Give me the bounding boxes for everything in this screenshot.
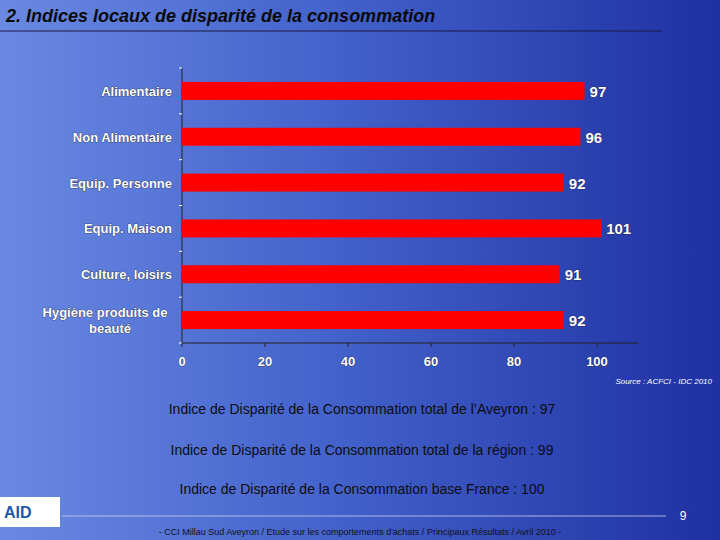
x-tick — [431, 343, 432, 347]
footer-rule — [62, 516, 666, 517]
footer: - CCI Millau Sud Aveyron / Etude sur les… — [159, 527, 562, 537]
category-tick — [179, 113, 182, 114]
title: 2. Indices locaux de disparité de la con… — [5, 6, 435, 26]
page-number: 9 — [680, 509, 687, 523]
slide: {"chart_data": {"type": "bar", "orientat… — [0, 0, 720, 540]
bar — [182, 311, 564, 329]
data-label: 101 — [606, 220, 631, 237]
x-tick — [182, 343, 183, 347]
category-label: Equip. Maison — [84, 221, 172, 236]
bar — [182, 128, 580, 146]
category-tick — [179, 68, 182, 69]
title-rule — [0, 31, 662, 32]
category-label: Culture, loisirs — [81, 267, 172, 282]
category-tick — [179, 251, 182, 252]
data-label: 92 — [569, 312, 586, 329]
bar — [182, 219, 601, 237]
note: Indice de Disparité de la Consommation b… — [180, 481, 545, 497]
x-tick-label: 40 — [341, 354, 355, 369]
x-axis — [182, 343, 639, 344]
x-tick-label: 100 — [586, 354, 608, 369]
x-tick — [265, 343, 266, 347]
bar — [182, 82, 585, 100]
logo: AID — [4, 504, 32, 521]
bar — [182, 265, 560, 283]
data-label: 96 — [585, 129, 602, 146]
data-label: 92 — [569, 175, 586, 192]
category-label: Alimentaire — [101, 84, 172, 99]
data-label: 97 — [590, 83, 607, 100]
canvas: 2. Indices locaux de disparité de la con… — [0, 0, 720, 540]
data-label: 91 — [565, 266, 582, 283]
category-tick — [179, 159, 182, 160]
category-label: Non Alimentaire — [73, 130, 172, 145]
bar — [182, 174, 564, 192]
x-tick-label: 80 — [507, 354, 521, 369]
category-tick — [179, 205, 182, 206]
x-tick — [348, 343, 349, 347]
x-tick — [597, 343, 598, 347]
x-tick-label: 20 — [258, 354, 272, 369]
note: Indice de Disparité de la Consommation t… — [169, 401, 556, 417]
category-label: Equip. Personne — [69, 176, 172, 191]
x-tick-label: 0 — [178, 354, 185, 369]
category-label: Hygiène produits debeauté — [43, 305, 168, 336]
category-tick — [179, 297, 182, 298]
x-tick — [514, 343, 515, 347]
source: Source : ACFCI - IDC 2010 — [615, 377, 712, 386]
bars — [182, 82, 601, 329]
x-tick-label: 60 — [424, 354, 438, 369]
logo-box — [0, 497, 60, 527]
note: Indice de Disparité de la Consommation t… — [171, 442, 554, 458]
